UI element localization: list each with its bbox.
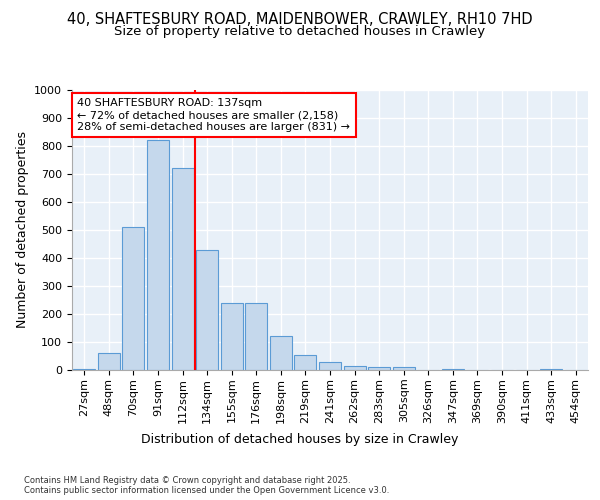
Bar (319, 362, 341, 370)
Text: Size of property relative to detached houses in Crawley: Size of property relative to detached ho… (115, 25, 485, 38)
Bar (245, 303, 268, 370)
Bar (196, 250, 218, 370)
Bar (172, 168, 194, 370)
Bar (442, 368, 464, 370)
Bar (147, 140, 169, 370)
Bar (540, 368, 562, 370)
Bar (368, 367, 390, 370)
Bar (295, 354, 316, 370)
Text: 40 SHAFTESBURY ROAD: 137sqm
← 72% of detached houses are smaller (2,158)
28% of : 40 SHAFTESBURY ROAD: 137sqm ← 72% of det… (77, 98, 350, 132)
Text: 40, SHAFTESBURY ROAD, MAIDENBOWER, CRAWLEY, RH10 7HD: 40, SHAFTESBURY ROAD, MAIDENBOWER, CRAWL… (67, 12, 533, 28)
Text: Contains HM Land Registry data © Crown copyright and database right 2025.
Contai: Contains HM Land Registry data © Crown c… (24, 476, 389, 495)
Text: Distribution of detached houses by size in Crawley: Distribution of detached houses by size … (142, 432, 458, 446)
Bar (344, 366, 365, 370)
Bar (73, 368, 95, 370)
Bar (122, 227, 145, 370)
Bar (392, 367, 415, 370)
Bar (221, 303, 243, 370)
Bar (270, 336, 292, 370)
Bar (98, 353, 120, 370)
Y-axis label: Number of detached properties: Number of detached properties (16, 132, 29, 328)
